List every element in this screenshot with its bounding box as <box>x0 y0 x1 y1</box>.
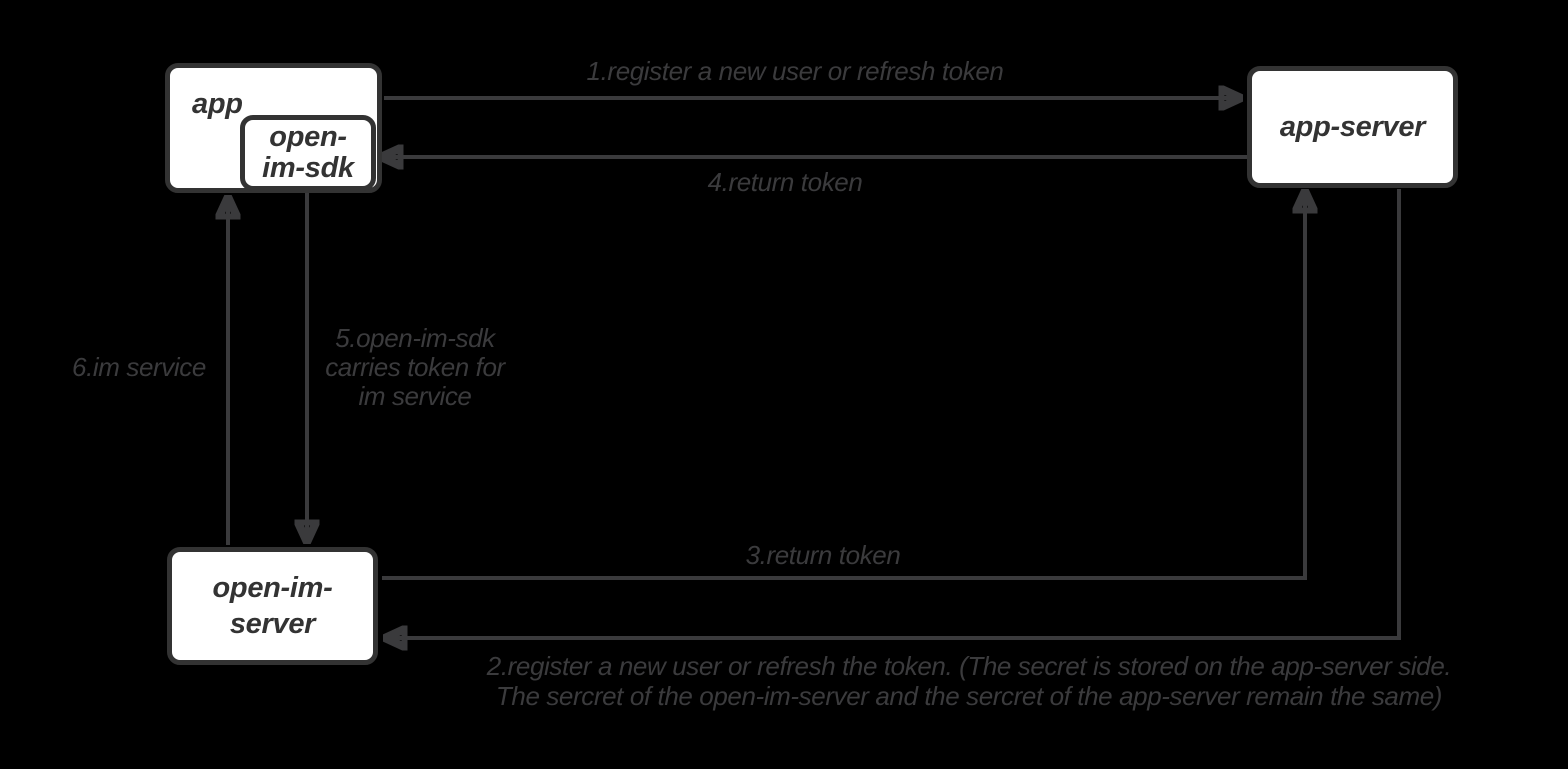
node-app-label: app <box>192 88 243 120</box>
edge-label-4: 4.return token <box>435 167 1135 197</box>
edge-label-5: 5.open-im-sdk carries token for im servi… <box>295 324 535 411</box>
edge-label-3: 3.return token <box>623 540 1023 570</box>
edge-label-2-line2: The sercret of the open-im-server and th… <box>495 681 1443 711</box>
arrow-3-return-token <box>382 192 1305 580</box>
node-open-im-server: open-im- server <box>167 547 378 665</box>
node-open-im-server-label-line2: server <box>229 608 316 640</box>
edge-label-2: 2.register a new user or refresh the tok… <box>389 651 1549 711</box>
arrow-2-register-refresh <box>386 189 1401 638</box>
edge-label-1-text: 1.register a new user or refresh token <box>586 56 1004 86</box>
edge-label-3-text: 3.return token <box>745 540 901 570</box>
edge-label-5-line2: carries token for <box>325 352 505 382</box>
node-app-server-label: app-server <box>1279 110 1426 143</box>
node-open-im-sdk-label-line1: open- <box>269 121 347 153</box>
node-open-im-server-label-line1: open-im- <box>212 572 333 604</box>
node-open-im-sdk-label-line2: im-sdk <box>262 152 354 184</box>
edge-label-5-line1: 5.open-im-sdk <box>335 323 495 353</box>
node-open-im-sdk: open- im-sdk <box>240 115 376 191</box>
edge-label-6-text: 6.im service <box>72 352 206 382</box>
edge-label-2-line1: 2.register a new user or refresh the tok… <box>486 651 1452 681</box>
edge-label-1: 1.register a new user or refresh token <box>445 56 1145 86</box>
edge-label-5-line3: im service <box>358 381 472 411</box>
node-app-server: app-server <box>1247 66 1458 188</box>
edge-label-4-text: 4.return token <box>707 167 863 197</box>
edge-label-6: 6.im service <box>29 352 249 382</box>
